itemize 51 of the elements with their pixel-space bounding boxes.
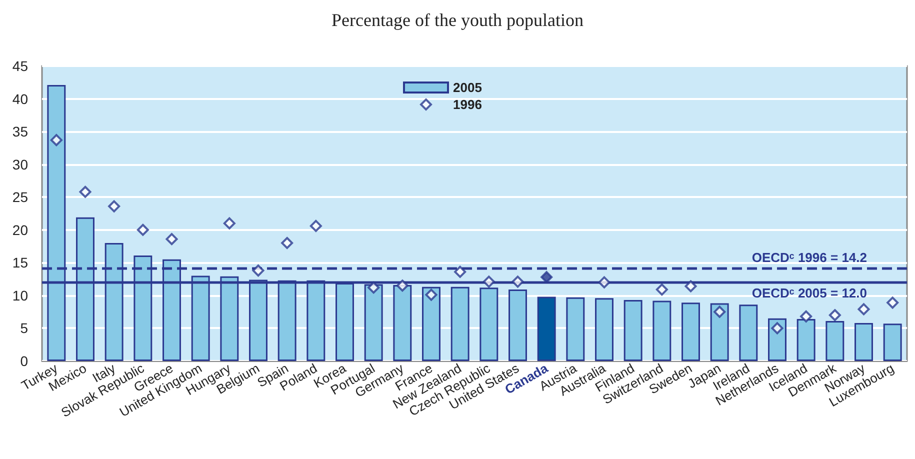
point	[79, 186, 92, 198]
point	[252, 264, 264, 277]
y-tick-label: 40	[12, 90, 28, 107]
point	[310, 220, 322, 232]
ref-line-label: OECDᶜ 2005 = 12.0	[752, 285, 867, 300]
legend-label: 2005	[453, 80, 482, 95]
point	[136, 224, 149, 236]
bar	[652, 300, 672, 361]
bar	[739, 304, 758, 361]
bar	[566, 297, 585, 361]
bar	[710, 303, 729, 361]
chart-title: Percentage of the youth population	[332, 10, 584, 30]
point	[396, 280, 408, 292]
point	[858, 303, 870, 316]
point	[482, 276, 495, 288]
y-tick-label: 20	[12, 222, 28, 238]
point	[108, 200, 120, 212]
legend-label: 1996	[453, 97, 482, 112]
y-tick-label: 0	[20, 353, 28, 369]
y-tick-label: 30	[12, 156, 28, 172]
point	[828, 309, 841, 322]
bar	[450, 286, 470, 361]
point	[771, 322, 784, 334]
point	[886, 296, 899, 309]
ref-line-label: OECDᶜ 1996 = 14.2	[752, 250, 867, 265]
bar	[595, 298, 614, 361]
point	[800, 310, 812, 322]
point	[684, 280, 697, 292]
bar	[682, 302, 700, 361]
y-tick-label: 45	[12, 58, 28, 74]
point	[656, 284, 668, 296]
bar	[624, 300, 642, 361]
point	[425, 288, 438, 301]
bar	[883, 324, 902, 361]
bar	[422, 286, 440, 361]
point	[598, 276, 610, 288]
point	[166, 233, 178, 246]
point	[223, 217, 236, 230]
y-tick-label: 10	[12, 287, 28, 304]
point	[281, 237, 294, 249]
point	[512, 276, 524, 288]
y-tick-label: 25	[12, 189, 28, 206]
y-tick-label: 5	[20, 320, 28, 336]
point	[368, 282, 380, 294]
y-tick-label: 15	[12, 254, 28, 271]
point	[714, 306, 726, 318]
point	[454, 266, 466, 278]
bar	[854, 322, 873, 361]
y-tick-label: 35	[12, 124, 28, 140]
bar	[537, 296, 556, 361]
point	[50, 134, 62, 146]
